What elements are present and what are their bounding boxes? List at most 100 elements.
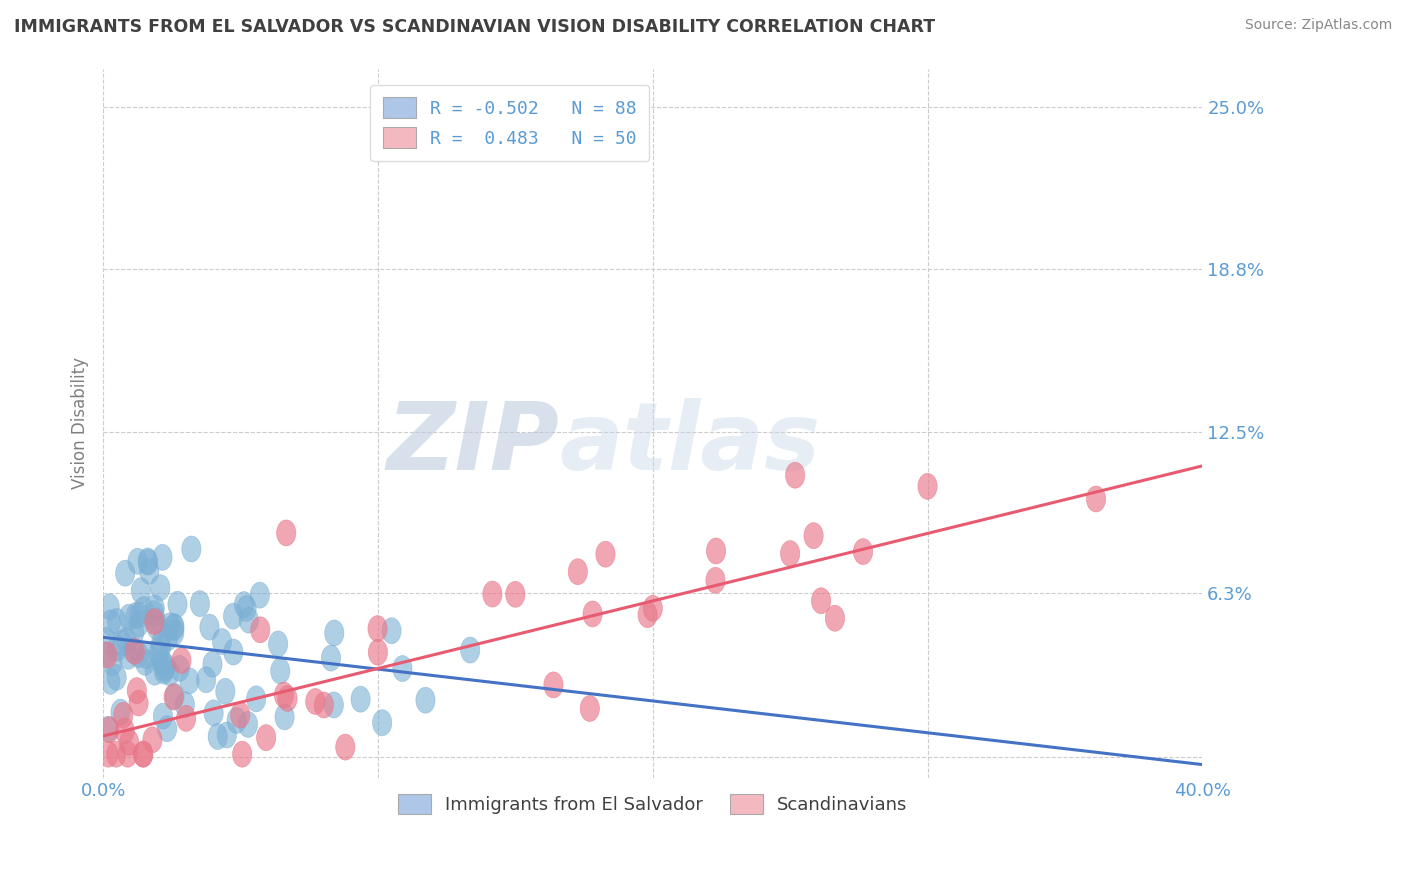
Ellipse shape [107, 665, 127, 690]
Ellipse shape [152, 630, 170, 657]
Ellipse shape [461, 637, 479, 663]
Ellipse shape [197, 667, 215, 693]
Ellipse shape [128, 549, 148, 574]
Ellipse shape [148, 614, 166, 640]
Ellipse shape [160, 660, 180, 686]
Ellipse shape [138, 643, 156, 669]
Ellipse shape [149, 640, 169, 665]
Ellipse shape [98, 642, 117, 668]
Ellipse shape [153, 703, 173, 729]
Ellipse shape [120, 604, 139, 630]
Ellipse shape [544, 672, 562, 698]
Ellipse shape [190, 591, 209, 616]
Ellipse shape [101, 610, 121, 636]
Ellipse shape [146, 607, 166, 633]
Ellipse shape [118, 741, 138, 767]
Ellipse shape [519, 134, 538, 160]
Ellipse shape [314, 692, 333, 718]
Ellipse shape [143, 727, 162, 753]
Ellipse shape [256, 724, 276, 751]
Ellipse shape [305, 689, 325, 714]
Ellipse shape [325, 692, 343, 718]
Ellipse shape [150, 574, 170, 600]
Ellipse shape [336, 734, 354, 760]
Ellipse shape [103, 649, 122, 676]
Ellipse shape [1087, 486, 1105, 512]
Ellipse shape [160, 613, 180, 639]
Ellipse shape [706, 567, 725, 593]
Ellipse shape [804, 523, 823, 549]
Ellipse shape [918, 474, 938, 500]
Ellipse shape [786, 462, 804, 488]
Ellipse shape [853, 539, 873, 565]
Ellipse shape [200, 615, 219, 640]
Ellipse shape [153, 544, 172, 570]
Ellipse shape [134, 741, 153, 767]
Ellipse shape [239, 607, 259, 633]
Ellipse shape [101, 668, 120, 694]
Ellipse shape [138, 549, 157, 575]
Ellipse shape [583, 601, 602, 627]
Ellipse shape [115, 560, 135, 586]
Ellipse shape [129, 690, 148, 716]
Ellipse shape [129, 611, 148, 637]
Ellipse shape [811, 588, 831, 614]
Ellipse shape [111, 699, 131, 725]
Ellipse shape [596, 541, 614, 567]
Ellipse shape [204, 700, 224, 726]
Ellipse shape [107, 608, 127, 634]
Ellipse shape [96, 641, 115, 667]
Ellipse shape [127, 602, 145, 629]
Ellipse shape [368, 640, 388, 665]
Ellipse shape [118, 643, 138, 669]
Ellipse shape [139, 558, 159, 584]
Ellipse shape [98, 716, 118, 742]
Ellipse shape [152, 635, 170, 661]
Ellipse shape [215, 678, 235, 705]
Ellipse shape [138, 548, 157, 574]
Ellipse shape [96, 627, 115, 653]
Ellipse shape [638, 602, 657, 628]
Ellipse shape [246, 686, 266, 712]
Ellipse shape [112, 630, 132, 657]
Ellipse shape [165, 614, 184, 640]
Text: ZIP: ZIP [387, 399, 560, 491]
Ellipse shape [108, 635, 127, 661]
Ellipse shape [181, 536, 201, 562]
Ellipse shape [100, 594, 120, 620]
Ellipse shape [568, 558, 588, 584]
Ellipse shape [416, 687, 434, 714]
Ellipse shape [120, 730, 139, 756]
Text: IMMIGRANTS FROM EL SALVADOR VS SCANDINAVIAN VISION DISABILITY CORRELATION CHART: IMMIGRANTS FROM EL SALVADOR VS SCANDINAV… [14, 18, 935, 36]
Ellipse shape [145, 595, 165, 621]
Ellipse shape [232, 741, 252, 767]
Ellipse shape [250, 616, 270, 643]
Ellipse shape [165, 619, 184, 646]
Ellipse shape [325, 620, 344, 646]
Ellipse shape [274, 682, 294, 708]
Ellipse shape [276, 704, 294, 730]
Ellipse shape [176, 691, 194, 718]
Ellipse shape [212, 629, 232, 655]
Ellipse shape [145, 659, 165, 685]
Ellipse shape [239, 712, 257, 738]
Ellipse shape [177, 706, 195, 731]
Ellipse shape [202, 651, 222, 677]
Ellipse shape [217, 722, 236, 748]
Y-axis label: Vision Disability: Vision Disability [72, 357, 89, 489]
Ellipse shape [155, 658, 173, 684]
Ellipse shape [482, 581, 502, 607]
Ellipse shape [145, 600, 165, 626]
Ellipse shape [131, 578, 150, 604]
Ellipse shape [125, 619, 143, 646]
Ellipse shape [506, 582, 524, 607]
Ellipse shape [235, 591, 253, 617]
Ellipse shape [373, 710, 392, 736]
Legend: Immigrants from El Salvador, Scandinavians: Immigrants from El Salvador, Scandinavia… [387, 783, 918, 825]
Ellipse shape [124, 637, 143, 663]
Ellipse shape [100, 717, 120, 743]
Ellipse shape [825, 606, 845, 632]
Ellipse shape [134, 741, 153, 767]
Ellipse shape [581, 696, 599, 722]
Ellipse shape [165, 684, 183, 710]
